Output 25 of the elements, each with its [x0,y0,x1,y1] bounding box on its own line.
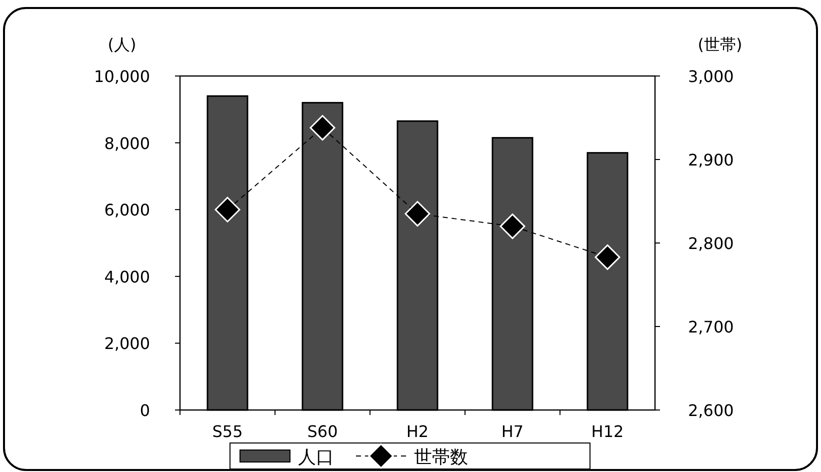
x-tick-label: S60 [307,422,338,441]
point [404,201,430,227]
legend-label: 世帯数 [414,447,468,468]
x-tick-label: S55 [212,422,243,441]
y-tick-label: 10,000 [94,67,150,86]
legend-label: 人口 [298,447,334,468]
point [594,244,620,270]
point [214,196,240,222]
point [500,214,526,240]
x-tick-label: H7 [501,422,524,441]
x-tick-label: H12 [591,422,624,441]
y2-tick-label: 3,000 [688,67,734,86]
x-tick-label: H2 [406,422,429,441]
y-tick-label: 8,000 [104,134,150,153]
y2-tick-label: 2,800 [688,234,734,253]
y2-tick-label: 2,600 [688,401,734,420]
point [310,115,336,141]
y2-tick-label: 2,700 [688,318,734,336]
y-tick-label: 0 [140,401,150,420]
y-tick-label: 2,000 [104,334,150,354]
y-axis-title: (人) [108,35,136,54]
y-tick-label: 4,000 [104,267,150,286]
y-tick-label: 6,000 [104,200,150,220]
y2-tick-label: 2,900 [688,150,734,170]
y2-axis-title: (世帯) [698,35,742,54]
